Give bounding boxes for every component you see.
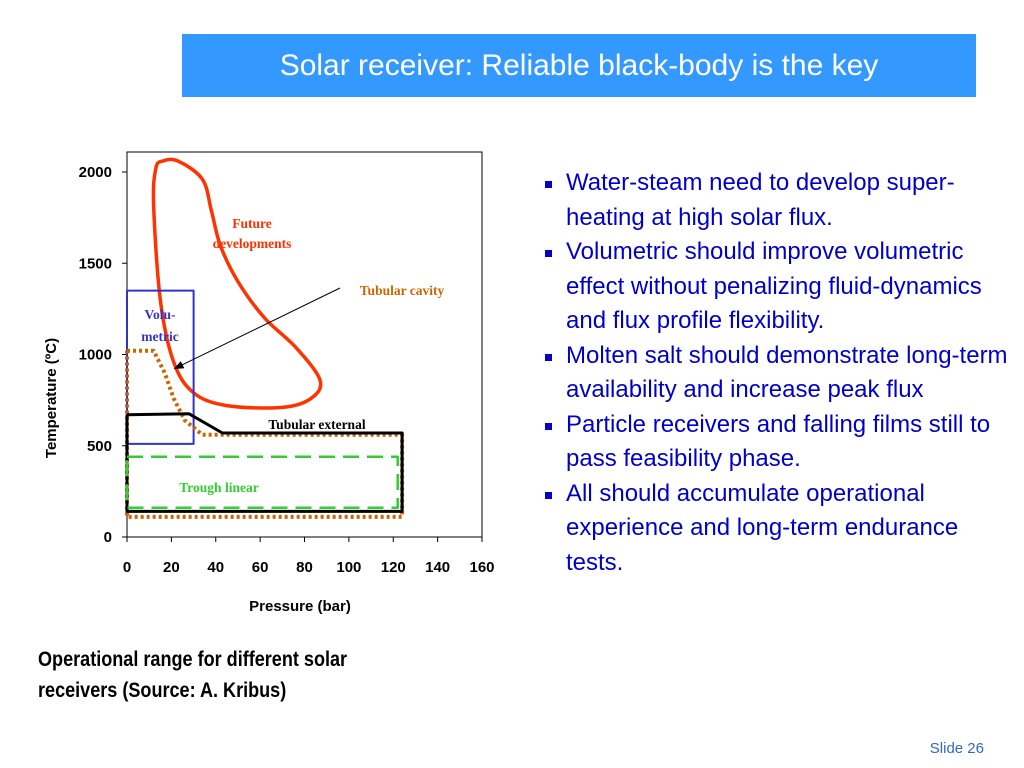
x-tick-label: 160: [469, 559, 494, 576]
y-tick-label: 1000: [79, 347, 112, 364]
square-bullet-icon: [545, 422, 552, 430]
chart-caption: Operational range for different solar re…: [38, 644, 416, 706]
bullet-list: Water-steam need to develop super-heatin…: [545, 166, 1015, 580]
operating-range-chart: 0 20 40 60 80 100 120 140 160 0 500 1000 1500 2000 Pr…: [43, 151, 495, 615]
bullet-text: Particle receivers and falling films sti…: [566, 410, 991, 473]
square-bullet-icon: [545, 353, 552, 361]
bullet-item: All should accumulate operational experi…: [545, 477, 1015, 581]
y-tick-label: 1500: [79, 255, 112, 272]
square-bullet-icon: [545, 181, 552, 188]
bullet-item: Particle receivers and falling films sti…: [545, 408, 1015, 477]
bullet-item: Water-steam need to develop super-heatin…: [545, 166, 1015, 235]
bullet-text: Water-steam need to develop super-heatin…: [566, 169, 955, 231]
y-tick-label: 500: [87, 438, 112, 455]
slide-title-bar: Solar receiver: Reliable black-body is t…: [182, 34, 976, 97]
future-label-2: developments: [213, 236, 292, 251]
volumetric-label-1: Volu-: [144, 307, 175, 322]
tubular-externalregion: [125, 412, 404, 513]
x-tick-label: 80: [296, 559, 313, 576]
square-bullet-icon: [545, 250, 552, 257]
y-axis-title: Temperature (ºC): [43, 338, 60, 458]
future-label-1: Future: [232, 216, 272, 231]
y-tick-label: 2000: [79, 164, 112, 181]
bullet-text: Molten salt should demonstrate long-term…: [566, 341, 1008, 404]
x-tick-label: 100: [336, 559, 361, 576]
slide-title: Solar receiver: Reliable black-body is t…: [279, 48, 879, 82]
y-tick-label: 0: [104, 529, 112, 546]
caption-line-2: receivers (Source: A. Kribus): [38, 679, 287, 702]
tubular-external-label: Tubular external: [268, 417, 365, 432]
future-developmentsregion: [151, 157, 323, 410]
bullet-item: Molten salt should demonstrate long-term…: [545, 339, 1015, 408]
slide-number: Slide 26: [929, 740, 984, 757]
x-axis-title: Pressure (bar): [249, 598, 351, 615]
caption-line-1: Operational range for different solar: [38, 648, 348, 671]
bullet-text: Volumetric should improve volumetric eff…: [566, 238, 982, 334]
x-tick-label: 40: [207, 559, 224, 576]
x-tick-label: 20: [163, 559, 180, 576]
annotation-arrowhead: [173, 361, 185, 370]
trough-linearregion: [125, 455, 399, 510]
bullet-text: All should accumulate operational experi…: [566, 479, 959, 576]
x-tick-label: 0: [123, 559, 131, 576]
trough-linear-label: Trough linear: [179, 480, 258, 495]
tubular-cavityregion: [125, 348, 405, 519]
square-bullet-icon: [545, 491, 552, 499]
x-tick-label: 120: [381, 559, 406, 576]
bullet-item: Volumetric should improve volumetric eff…: [545, 235, 1015, 339]
annotation-arrow-line: [177, 287, 341, 368]
x-tick-label: 60: [252, 559, 269, 576]
tubular-cavity-label: Tubular cavity: [360, 283, 445, 298]
volumetric-label-2: metric: [141, 329, 178, 344]
x-tick-label: 140: [425, 559, 450, 576]
